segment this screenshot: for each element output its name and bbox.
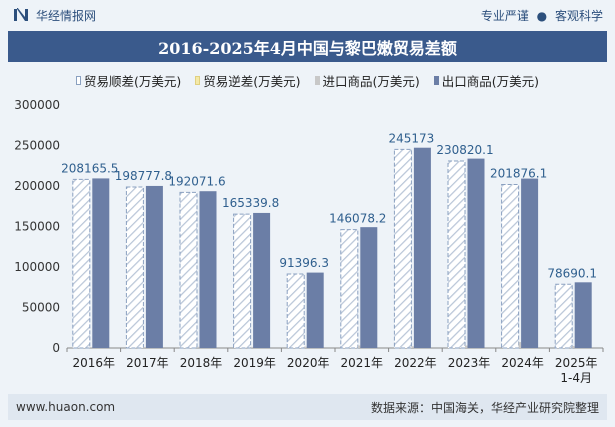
data-label: 146078.2 (329, 212, 386, 226)
y-tick-label: 200000 (14, 179, 60, 193)
import-bar (465, 345, 468, 348)
footer-website[interactable]: www.huaon.com (16, 400, 116, 414)
data-label: 208165.5 (61, 161, 118, 175)
legend-swatch-import (314, 75, 320, 85)
data-label: 201876.1 (490, 166, 547, 180)
x-tick-label: 2018年 (180, 356, 223, 370)
surplus-bar (554, 283, 573, 349)
surplus-bar (72, 178, 91, 349)
footer: www.huaon.com 数据来源：中国海关，华经产业研究院整理 (8, 394, 607, 420)
import-bar (143, 346, 146, 348)
surplus-bar (286, 273, 305, 349)
y-tick-label: 0 (52, 341, 60, 355)
x-tick-label: 2019年 (233, 356, 276, 370)
export-bar (467, 158, 485, 348)
surplus-bar (447, 160, 466, 349)
surplus-bar (501, 183, 520, 349)
surplus-bar (393, 148, 412, 349)
y-tick-label: 100000 (14, 260, 60, 274)
surplus-bar (125, 186, 144, 349)
import-bar (250, 346, 254, 348)
import-bar (197, 346, 200, 348)
x-tick-label: 2020年 (287, 356, 330, 370)
import-bar (357, 345, 361, 348)
logo-icon (14, 8, 28, 21)
legend-swatch-deficit (195, 75, 201, 85)
surplus-bar (179, 191, 198, 349)
data-label: 78690.1 (547, 266, 597, 280)
brand[interactable]: 华经情报网 (0, 7, 96, 24)
export-bar (145, 185, 163, 348)
x-tick-label: 2022年 (394, 356, 437, 370)
data-label: 165339.8 (222, 196, 279, 210)
legend-item-export[interactable]: 出口商品(万美元) (433, 70, 540, 90)
x-tick-label: 2025年 1-4月 (555, 356, 598, 385)
export-bar (574, 282, 592, 348)
y-tick-label: 300000 (14, 98, 60, 112)
export-bar (199, 191, 217, 348)
data-label: 230820.1 (436, 143, 493, 157)
data-label: 91396.3 (279, 256, 329, 270)
x-tick-label: 2023年 (448, 356, 491, 370)
top-right-tags: 专业严谨 ● 客观科学 (481, 7, 615, 24)
footer-source: 数据来源：中国海关，华经产业研究院整理 (370, 400, 599, 415)
data-label: 245173 (388, 131, 434, 145)
x-tick-label: 2024年 (501, 356, 544, 370)
bars (72, 147, 592, 349)
export-bar (360, 227, 378, 348)
import-bar (572, 346, 575, 348)
export-bar (306, 272, 324, 348)
tag-objective: 客观科学 (554, 8, 603, 23)
legend-label-deficit: 贸易逆差(万美元) (203, 73, 301, 89)
import-bar (411, 346, 414, 348)
brand-name: 华经情报网 (36, 8, 97, 23)
legend-item-surplus[interactable]: 贸易顺差(万美元) (75, 70, 182, 90)
x-tick-label: 2017年 (126, 356, 169, 370)
legend-item-deficit[interactable]: 贸易逆差(万美元) (195, 70, 301, 90)
y-tick-label: 250000 (14, 139, 60, 153)
legend-item-import[interactable]: 进口商品(万美元) (314, 70, 420, 90)
tag-professional: 专业严谨 (480, 8, 529, 23)
data-label: 198777.8 (115, 169, 172, 183)
import-bar (518, 342, 522, 348)
axes: 0 50000 100000 150000 200000 250000 300000 2016… (14, 98, 604, 385)
legend-label-surplus: 贸易顺差(万美元) (83, 73, 182, 89)
legend-label-export: 出口商品(万美元) (441, 73, 540, 89)
import-bar (304, 346, 307, 348)
surplus-bar (233, 213, 252, 349)
export-bar (92, 178, 110, 348)
data-label: 192071.6 (168, 174, 225, 188)
chart-title: 2016-2025年4月中国与黎巴嫩贸易差额 (158, 38, 457, 58)
top-bar: 华经情报网 专业严谨 ● 客观科学 (0, 0, 615, 30)
x-tick-label: 2016年 (73, 356, 116, 370)
chart-legend: 贸易顺差(万美元) 贸易逆差(万美元) 进口商品(万美元) 出口商品(万美元) (0, 70, 615, 90)
y-tick-label: 50000 (22, 301, 60, 315)
separator-dot: ● (536, 8, 548, 23)
legend-swatch-export (433, 75, 439, 85)
import-bar (89, 347, 93, 348)
y-tick-label: 150000 (14, 220, 60, 234)
export-bar (521, 178, 539, 348)
export-bar (253, 212, 271, 348)
legend-swatch-surplus (75, 75, 81, 85)
surplus-bar (340, 229, 359, 349)
legend-label-import: 进口商品(万美元) (322, 73, 420, 89)
x-tick-label: 2021年 (341, 356, 384, 370)
chart-title-bar: 2016-2025年4月中国与黎巴嫩贸易差额 (8, 31, 607, 62)
export-bar (413, 147, 431, 348)
